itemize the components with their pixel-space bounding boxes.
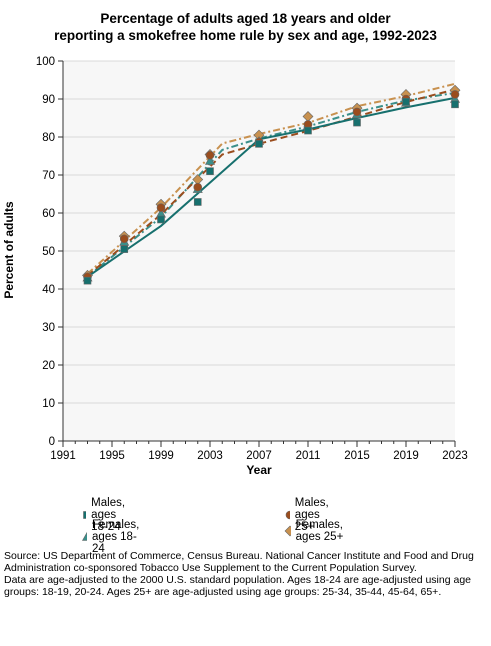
x-tick-label: 2023 [442, 450, 468, 462]
trend-lines [86, 82, 456, 278]
y-tick-label: 40 [42, 284, 55, 296]
data-points [82, 84, 461, 285]
x-tick-label: 2011 [296, 450, 321, 462]
y-tick-label: 100 [36, 56, 55, 68]
x-tick-label: 1999 [148, 450, 174, 462]
legend-label: Females, ages 18-24 [92, 519, 140, 555]
data-point [352, 107, 362, 117]
axes: 0 10 20 30 40 50 60 70 80 90 100 1991 1995 1999 2003 20… [36, 56, 468, 462]
y-tick-label: 30 [42, 322, 55, 334]
chart-title-line-1: Percentage of adults aged 18 years and o… [100, 11, 391, 26]
x-axis-label: Year [246, 463, 272, 477]
data-point [402, 97, 410, 106]
x-tick-label: 2007 [246, 450, 272, 462]
data-point [205, 150, 215, 160]
x-tick-label: 1991 [50, 450, 76, 462]
x-tick-label: 2015 [344, 450, 370, 462]
y-tick-label: 60 [42, 208, 55, 220]
legend-marker [285, 510, 290, 520]
legend-marker [284, 525, 291, 537]
legend-label: Males, ages 18-24 [91, 497, 126, 533]
y-tick-label: 90 [42, 94, 55, 106]
data-point [120, 245, 129, 253]
trend-line [86, 91, 456, 278]
y-tick-label: 20 [42, 360, 55, 372]
data-point [204, 155, 216, 165]
line-chart: 0 10 20 30 40 50 60 70 80 90 100 1991 1995 1999 2003 20… [2, 56, 468, 477]
data-point [157, 215, 165, 224]
method-note: Data are age-adjusted to the 2000 U.S. s… [4, 574, 471, 598]
data-point [156, 203, 166, 212]
legend-marker [81, 531, 88, 541]
x-tick-label: 2003 [197, 450, 223, 462]
y-tick-label: 70 [42, 170, 55, 182]
legend-marker-icon [284, 525, 291, 537]
data-point [206, 167, 214, 175]
trend-line [86, 96, 456, 278]
y-tick-label: 0 [49, 436, 55, 448]
legend-marker-icon [83, 511, 87, 519]
source-note: Source: US Department of Commerce, Censu… [4, 550, 474, 574]
legend-marker-icon [81, 531, 88, 541]
data-point [193, 198, 202, 206]
y-axis-label: Percent of adults [2, 201, 16, 299]
data-point [83, 276, 92, 285]
chart-notes: Source: US Department of Commerce, Censu… [4, 550, 488, 598]
y-tick-label: 10 [42, 398, 55, 410]
data-point [450, 90, 460, 99]
data-point [304, 126, 312, 135]
y-tick-label: 50 [42, 246, 55, 258]
trend-line [86, 88, 456, 277]
legend-item: Females, ages 18-24 [80, 519, 146, 555]
data-point [451, 100, 459, 109]
y-tick-label: 80 [42, 132, 55, 144]
legend-item: Males, ages 18-24 [80, 497, 133, 533]
legend-item: Males, ages 25+ [283, 497, 336, 533]
data-point [255, 140, 263, 148]
data-point [119, 234, 129, 244]
chart-title: Percentage of adults aged 18 years and o… [0, 10, 491, 44]
chart-title-line-2: reporting a smokefree home rule by sex a… [54, 28, 437, 43]
trend-line [86, 82, 456, 275]
data-point [193, 182, 203, 192]
data-point [353, 118, 361, 127]
legend-label: Females, ages 25+ [295, 519, 344, 543]
x-tick-label: 2019 [393, 450, 419, 462]
legend-item: Females, ages 25+ [283, 519, 349, 543]
legend-label: Males, ages 25+ [294, 497, 329, 533]
x-tick-label: 1995 [99, 450, 125, 462]
legend-marker [83, 511, 87, 519]
legend-marker-icon [285, 510, 290, 520]
